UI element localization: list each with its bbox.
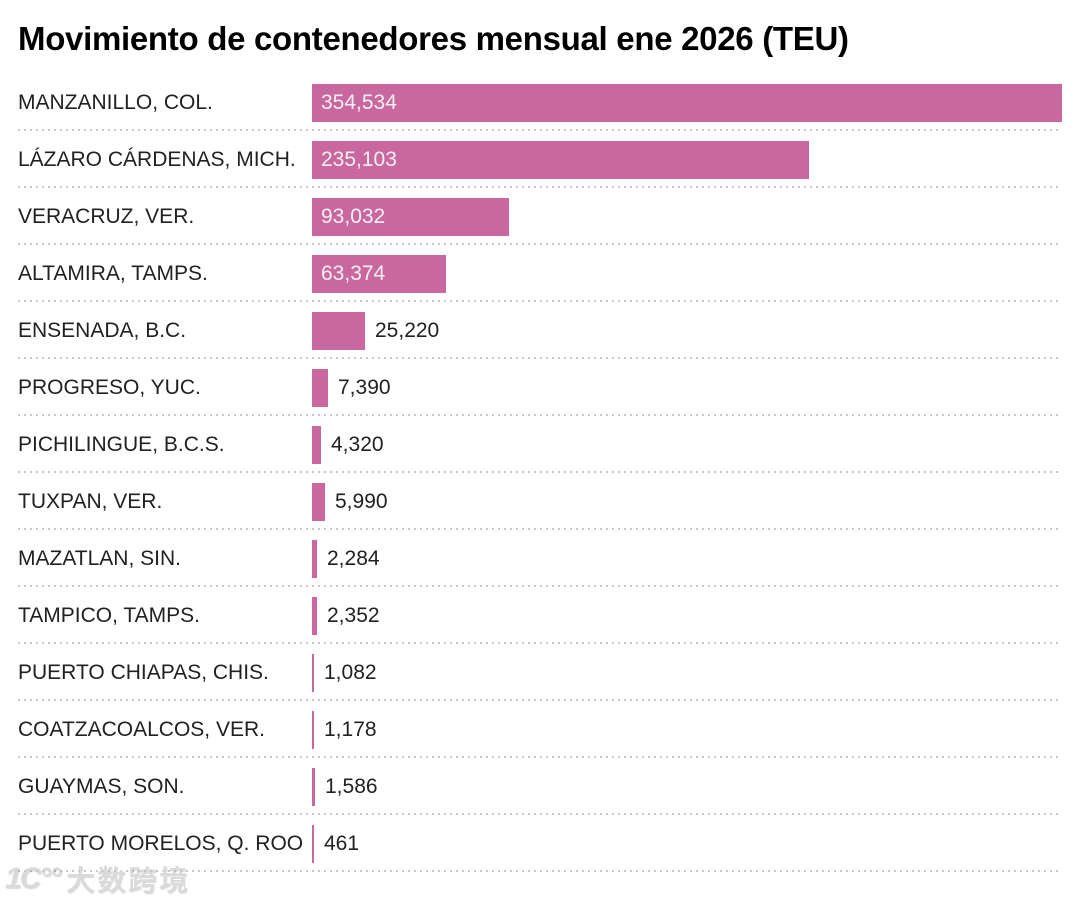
bar-track: 461 461	[312, 824, 1062, 863]
bar-rows: MANZANILLO, COL. 354,534 354,534 LÁZARO …	[18, 74, 1062, 872]
port-label: TUXPAN, VER.	[18, 489, 163, 513]
bar-row: PUERTO MORELOS, Q. ROO 461 461	[18, 815, 1062, 872]
bar-track: 4,320 4,320	[312, 425, 1062, 464]
bar-value: 1,178	[324, 717, 377, 741]
bar-value: 2,284	[327, 546, 380, 570]
bar-row: PICHILINGUE, B.C.S. 4,320 4,320	[18, 416, 1062, 473]
bar-value: 461	[324, 831, 360, 855]
bar-track: 25,220 25,220	[312, 311, 1062, 350]
bar: 1,586	[312, 767, 315, 806]
bar: 7,390	[312, 368, 328, 407]
bar-row: MANZANILLO, COL. 354,534 354,534	[18, 74, 1062, 131]
bar: 63,374	[312, 254, 446, 293]
bar-row: TUXPAN, VER. 5,990 5,990	[18, 473, 1062, 530]
bar-row: PROGRESO, YUC. 7,390 7,390	[18, 359, 1062, 416]
bar-row: ALTAMIRA, TAMPS. 63,374 63,374	[18, 245, 1062, 302]
bar: 2,284	[312, 539, 317, 578]
bar-track: 235,103 235,103	[312, 140, 1062, 179]
bar-row: MAZATLAN, SIN. 2,284 2,284	[18, 530, 1062, 587]
port-label: LÁZARO CÁRDENAS, MICH.	[18, 147, 296, 171]
bar: 354,534	[312, 83, 1062, 122]
port-label: ENSENADA, B.C.	[18, 318, 187, 342]
bar: 4,320	[312, 425, 321, 464]
bar-row: GUAYMAS, SON. 1,586 1,586	[18, 758, 1062, 815]
bar: 5,990	[312, 482, 325, 521]
port-label: PICHILINGUE, B.C.S.	[18, 432, 225, 456]
bar-value: 354,534	[321, 90, 397, 114]
bar-value: 235,103	[321, 147, 397, 171]
bar-track: 2,284 2,284	[312, 539, 1062, 578]
bar-value: 25,220	[375, 318, 440, 342]
port-label: COATZACOALCOS, VER.	[18, 717, 265, 741]
bar-value: 5,990	[335, 489, 388, 513]
bar-value: 1,082	[324, 660, 377, 684]
port-label: PROGRESO, YUC.	[18, 375, 201, 399]
bar-track: 5,990 5,990	[312, 482, 1062, 521]
port-label: VERACRUZ, VER.	[18, 204, 195, 228]
port-label: MANZANILLO, COL.	[18, 90, 213, 114]
chart-title: Movimiento de contenedores mensual ene 2…	[18, 20, 849, 57]
bar-value: 4,320	[331, 432, 384, 456]
bar: 461	[312, 824, 314, 863]
bar-track: 354,534 354,534	[312, 83, 1062, 122]
bar: 93,032	[312, 197, 509, 236]
bar-row: VERACRUZ, VER. 93,032 93,032	[18, 188, 1062, 245]
bar-value: 93,032	[321, 204, 386, 228]
port-label: MAZATLAN, SIN.	[18, 546, 181, 570]
bar-row: TAMPICO, TAMPS. 2,352 2,352	[18, 587, 1062, 644]
port-label: PUERTO CHIAPAS, CHIS.	[18, 660, 269, 684]
bar-value: 7,390	[338, 375, 391, 399]
bar: 1,178	[312, 710, 314, 749]
bar-chart: Movimiento de contenedores mensual ene 2…	[0, 17, 1080, 872]
bar: 235,103	[312, 140, 809, 179]
port-label: ALTAMIRA, TAMPS.	[18, 261, 208, 285]
bar: 2,352	[312, 596, 317, 635]
bar-track: 1,586 1,586	[312, 767, 1062, 806]
bar-value: 1,586	[325, 774, 378, 798]
bar-row: LÁZARO CÁRDENAS, MICH. 235,103 235,103	[18, 131, 1062, 188]
port-label: TAMPICO, TAMPS.	[18, 603, 201, 627]
bar-value: 2,352	[327, 603, 380, 627]
bar-value: 63,374	[321, 261, 386, 285]
bar: 1,082	[312, 653, 314, 692]
port-label: GUAYMAS, SON.	[18, 774, 185, 798]
bar-track: 93,032 93,032	[312, 197, 1062, 236]
bar-track: 2,352 2,352	[312, 596, 1062, 635]
bar: 25,220	[312, 311, 365, 350]
bar-track: 7,390 7,390	[312, 368, 1062, 407]
bar-track: 1,178 1,178	[312, 710, 1062, 749]
bar-track: 63,374 63,374	[312, 254, 1062, 293]
bar-row: ENSENADA, B.C. 25,220 25,220	[18, 302, 1062, 359]
bar-row: COATZACOALCOS, VER. 1,178 1,178	[18, 701, 1062, 758]
bar-track: 1,082 1,082	[312, 653, 1062, 692]
bar-row: PUERTO CHIAPAS, CHIS. 1,082 1,082	[18, 644, 1062, 701]
port-label: PUERTO MORELOS, Q. ROO	[18, 831, 304, 855]
